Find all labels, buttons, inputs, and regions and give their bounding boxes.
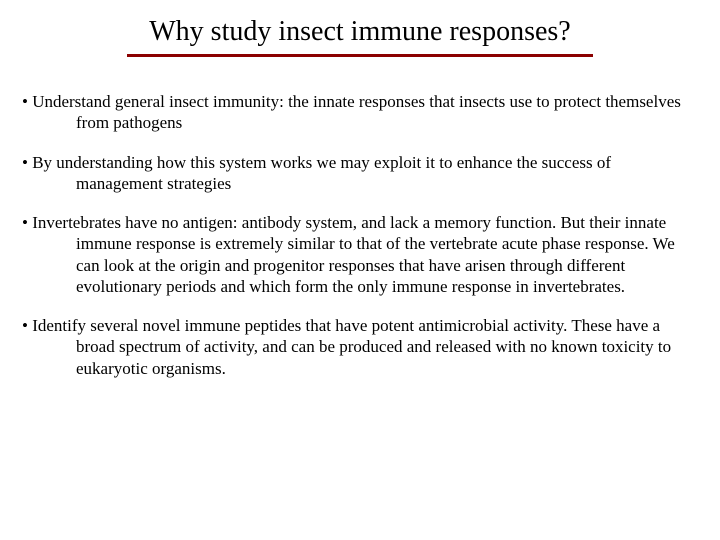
- slide-title: Why study insect immune responses?: [149, 16, 570, 48]
- bullet-item: • By understanding how this system works…: [22, 152, 698, 195]
- body-region: • Understand general insect immunity: th…: [0, 57, 720, 379]
- slide: Why study insect immune responses? • Und…: [0, 0, 720, 540]
- title-region: Why study insect immune responses?: [0, 0, 720, 57]
- bullet-item: • Identify several novel immune peptides…: [22, 315, 698, 379]
- bullet-item: • Invertebrates have no antigen: antibod…: [22, 212, 698, 297]
- bullet-item: • Understand general insect immunity: th…: [22, 91, 698, 134]
